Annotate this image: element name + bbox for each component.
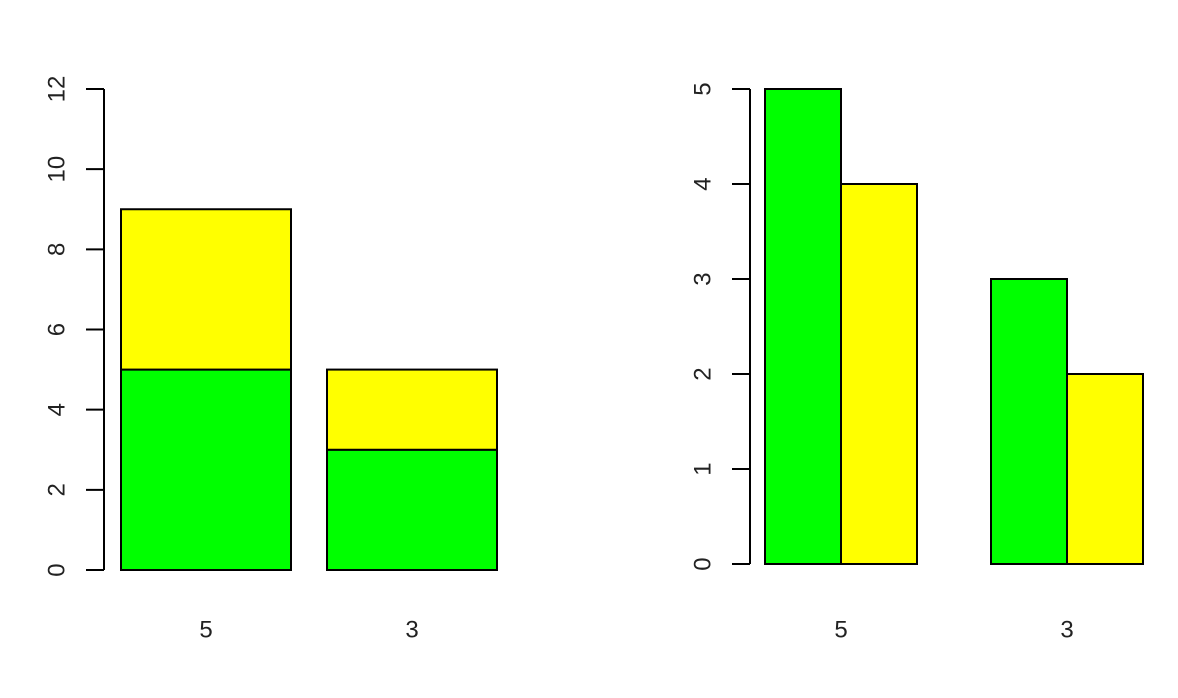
bar-5-series-2 [840, 183, 918, 565]
x-category-label: 3 [1060, 617, 1073, 644]
y-tick-label: 4 [690, 177, 717, 190]
x-category-label: 3 [405, 617, 418, 644]
y-tick-label: 10 [44, 156, 71, 183]
grouped-bar-chart: 0 1 2 3 4 5 5 3 [690, 82, 1144, 644]
bar-5-series-2 [120, 208, 292, 371]
y-tick-label: 12 [44, 76, 71, 103]
y-tick-label: 5 [690, 82, 717, 95]
bar-3-series-1 [326, 448, 498, 571]
y-tick-label: 1 [690, 462, 717, 475]
y-tick-label: 3 [690, 272, 717, 285]
y-tick-label: 0 [44, 563, 71, 576]
y-tick-label: 4 [44, 403, 71, 416]
y-tick-label: 8 [44, 243, 71, 256]
bar-3-series-1 [990, 278, 1068, 565]
y-tick-label: 6 [44, 323, 71, 336]
bar-3-series-2 [326, 368, 498, 451]
bar-5-series-1 [120, 368, 292, 572]
y-tick-label: 2 [690, 367, 717, 380]
x-category-label: 5 [834, 617, 847, 644]
y-tick-label: 0 [690, 557, 717, 570]
x-category-label: 5 [199, 617, 212, 644]
bar-5-series-1 [764, 88, 842, 565]
bar-3-series-2 [1066, 373, 1144, 565]
y-tick-label: 2 [44, 483, 71, 496]
stacked-bar-chart: 0 2 4 6 8 10 12 5 3 [44, 76, 498, 644]
